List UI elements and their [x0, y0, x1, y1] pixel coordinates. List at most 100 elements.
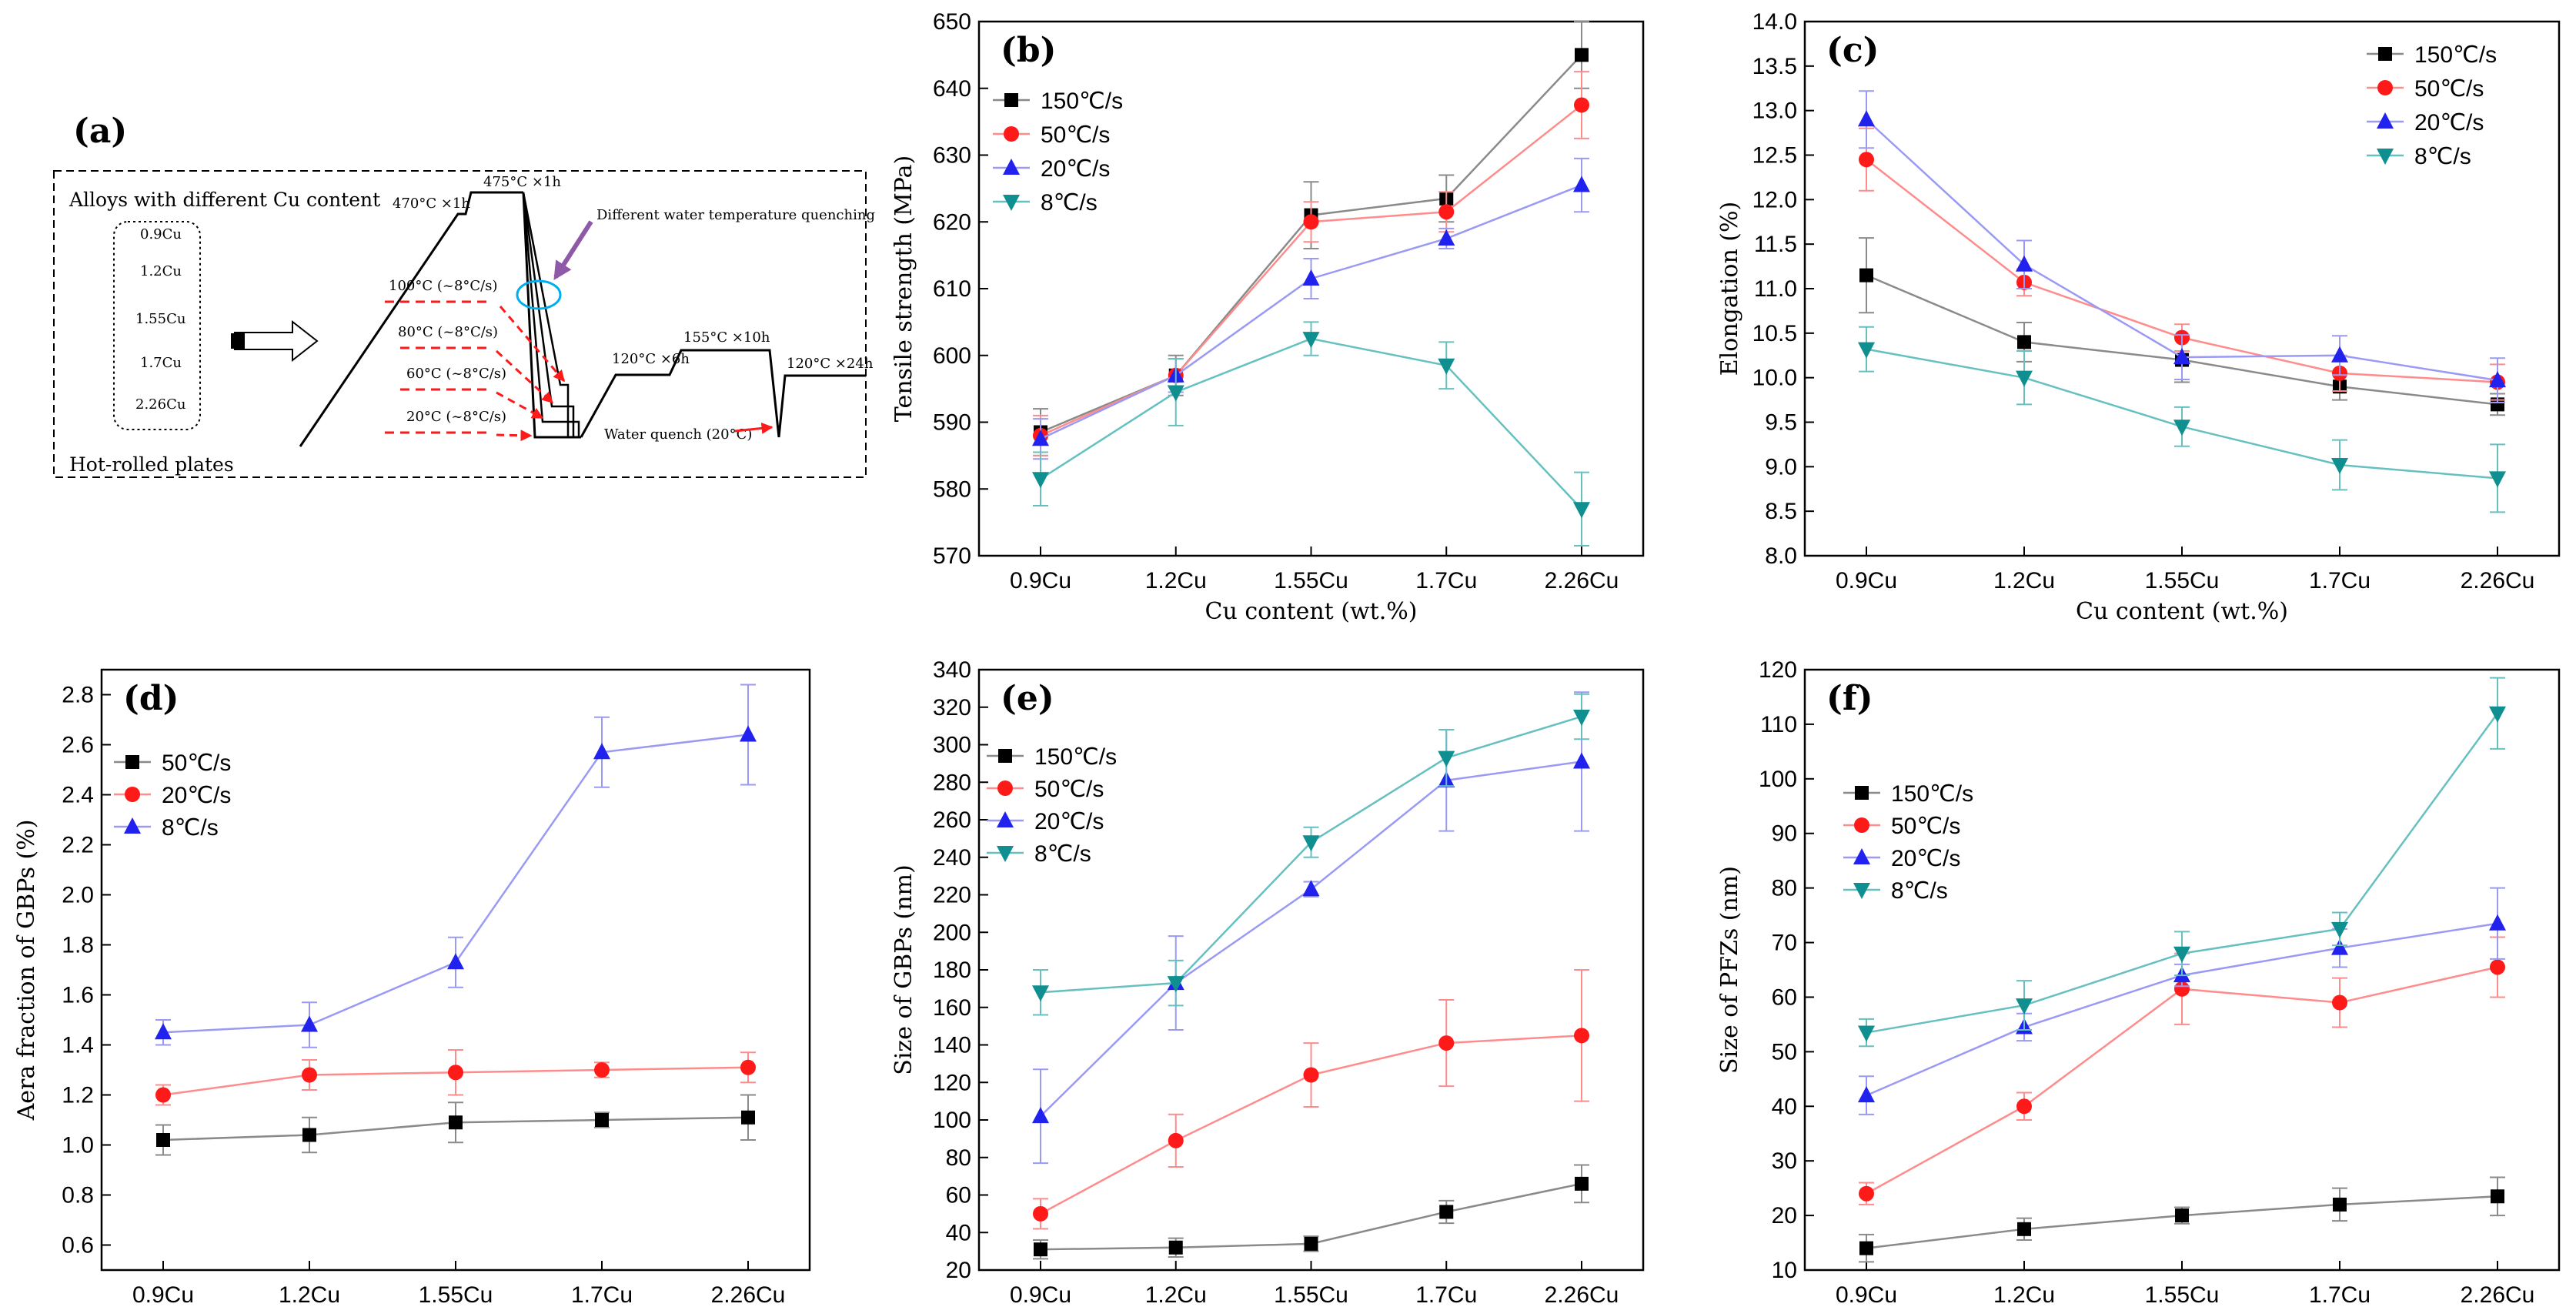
- y-tick-label: 100: [933, 1108, 971, 1133]
- legend-marker: [1853, 883, 1870, 899]
- y-tick-label: 240: [933, 845, 971, 871]
- y-tick-label: 2.2: [62, 833, 94, 858]
- y-tick-label: 13.0: [1752, 99, 1797, 124]
- data-point: [2489, 914, 2506, 931]
- data-point: [155, 1023, 172, 1040]
- legend-label: 20℃/s: [162, 783, 231, 808]
- legend-marker: [1853, 848, 1870, 864]
- x-tick-label: 0.9Cu: [1836, 568, 1897, 593]
- data-point: [447, 953, 464, 970]
- legend-label: 150℃/s: [1034, 744, 1117, 770]
- data-point: [595, 1113, 609, 1127]
- legend-label: 8℃/s: [1891, 878, 1948, 904]
- y-tick-label: 10.0: [1752, 366, 1797, 391]
- x-tick-label: 1.2Cu: [1993, 1282, 2055, 1307]
- legend-label: 20℃/s: [1891, 846, 1960, 871]
- data-point: [2332, 994, 2347, 1011]
- x-tick-label: 1.7Cu: [2309, 1282, 2371, 1307]
- alloy-label: 1.55Cu: [135, 311, 185, 327]
- data-point: [2017, 335, 2031, 349]
- data-point: [1302, 332, 1320, 349]
- y-tick-label: 10: [1772, 1258, 1797, 1283]
- data-point: [2016, 1098, 2032, 1115]
- y-tick-label: 280: [933, 770, 971, 795]
- aging-curve: [580, 349, 866, 438]
- data-point: [1032, 1107, 1049, 1124]
- quench-line-20: [522, 192, 581, 439]
- heat-treatment-schematic: (a) Alloys with different Cu content 0.9…: [53, 112, 875, 478]
- data-point: [1859, 268, 1873, 282]
- series-line: [1040, 337, 1582, 510]
- legend-marker: [2377, 80, 2393, 95]
- y-axis-title: Elongation (%): [1716, 202, 1743, 376]
- data-point: [2491, 397, 2504, 412]
- y-tick-label: 580: [933, 476, 971, 502]
- x-tick-label: 1.2Cu: [1145, 568, 1207, 593]
- y-tick-label: 90: [1772, 821, 1797, 847]
- alloy-label: 1.2Cu: [140, 263, 182, 279]
- panel-tag-a: (a): [73, 112, 127, 151]
- data-point: [2491, 1189, 2504, 1204]
- chart-e: 20 40 60 80 100 120 140 160 180 200 220 240 260 280 30…: [890, 657, 1645, 1307]
- quench-arrow-100-icon: [499, 306, 566, 383]
- data-point: [302, 1067, 317, 1083]
- legend-marker: [997, 781, 1013, 796]
- y-tick-label: 20: [946, 1258, 971, 1283]
- y-tick-label: 100: [1759, 767, 1797, 792]
- legend-marker: [1004, 93, 1018, 107]
- y-tick-label: 11.0: [1754, 276, 1797, 302]
- data-point: [2331, 346, 2348, 363]
- y-tick-label: 8.0: [1765, 543, 1797, 569]
- y-tick-label: 180: [933, 958, 971, 983]
- legend-label: 20℃/s: [1034, 809, 1104, 834]
- data-point: [2173, 946, 2190, 963]
- process-arrow-icon: [234, 319, 319, 363]
- y-tick-label: 9.5: [1765, 410, 1797, 436]
- quench-condition-20: 20°C (~8°C/s): [406, 409, 506, 425]
- data-point: [2489, 471, 2506, 488]
- legend-label: 20℃/s: [2414, 110, 2484, 135]
- x-tick-label: 1.7Cu: [2309, 568, 2371, 593]
- alloy-list-frame: [113, 221, 201, 430]
- age2-label: 155°C ×10h: [683, 329, 770, 346]
- legend-label: 50℃/s: [1891, 814, 1960, 839]
- panel-tag: (e): [1001, 679, 1054, 718]
- y-tick-label: 30: [1772, 1148, 1797, 1174]
- panel-tag: (f): [1826, 679, 1873, 718]
- y-tick-label: 9.0: [1765, 454, 1797, 480]
- y-tick-label: 1.0: [62, 1133, 94, 1158]
- y-tick-label: 0.8: [62, 1183, 94, 1208]
- y-tick-label: 2.6: [62, 733, 94, 758]
- y-tick-label: 120: [1759, 657, 1797, 683]
- y-tick-label: 160: [933, 995, 971, 1021]
- legend-label: 8℃/s: [1041, 190, 1098, 216]
- panel-tag: (c): [1826, 31, 1879, 70]
- data-point: [1574, 97, 1589, 113]
- data-point: [2016, 370, 2033, 387]
- legend-label: 8℃/s: [162, 815, 219, 841]
- data-point: [2174, 981, 2190, 997]
- x-tick-label: 2.26Cu: [2461, 568, 2535, 593]
- age1-label: 120°C ×6h: [612, 351, 690, 367]
- quench-condition-80: 80°C (~8°C/s): [398, 324, 498, 340]
- data-point: [1438, 229, 1455, 246]
- x-tick-label: 1.55Cu: [419, 1282, 493, 1307]
- data-point: [1167, 976, 1184, 993]
- y-tick-label: 260: [933, 807, 971, 833]
- purple-arrow-icon: [553, 220, 593, 281]
- legend-label: 8℃/s: [2414, 144, 2471, 169]
- legend-label: 50℃/s: [162, 750, 231, 776]
- x-tick-label: 1.7Cu: [571, 1282, 633, 1307]
- legend-marker: [1003, 159, 1020, 175]
- data-point: [1859, 1241, 1873, 1255]
- x-tick-label: 0.9Cu: [132, 1282, 194, 1307]
- data-point: [301, 1015, 318, 1032]
- x-tick-label: 0.9Cu: [1010, 1282, 1071, 1307]
- legend-label: 50℃/s: [2414, 76, 2484, 102]
- data-point: [1573, 752, 1590, 769]
- heating-curve: [299, 191, 523, 447]
- y-tick-label: 2.8: [62, 683, 94, 708]
- quench-arrow-60-icon: [496, 391, 544, 420]
- y-tick-label: 40: [1772, 1094, 1797, 1119]
- y-tick-label: 80: [1772, 876, 1797, 901]
